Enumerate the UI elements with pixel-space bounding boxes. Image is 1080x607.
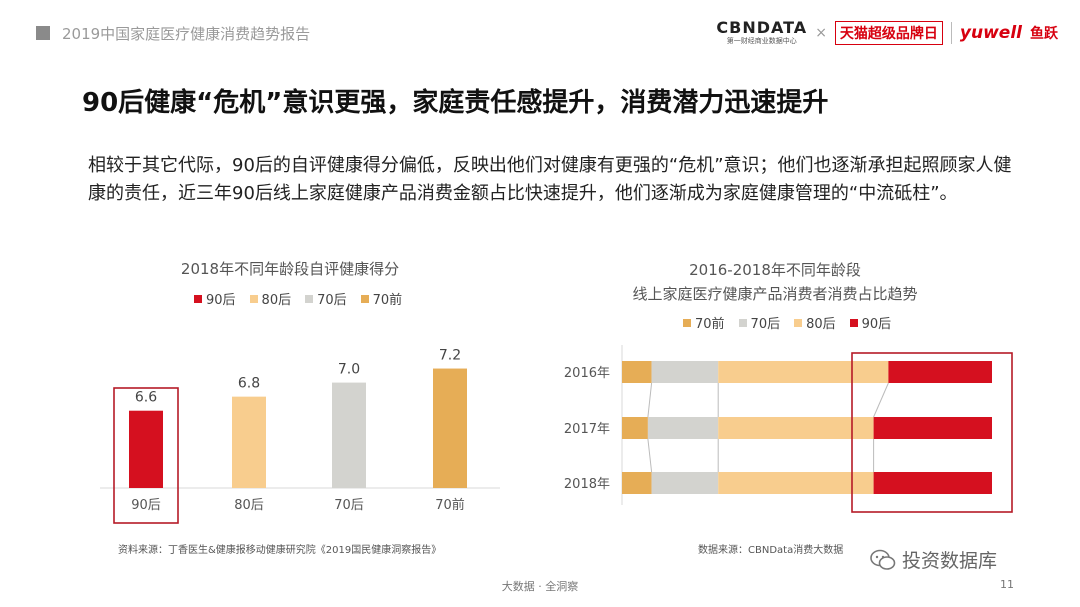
left-legend-label: 80后: [261, 293, 292, 308]
cbndata-logo-text: CBNDATA: [716, 18, 808, 37]
right-legend-swatch: [794, 318, 803, 327]
left-legend-swatch: [360, 294, 369, 303]
left-bar: [332, 382, 366, 488]
right-bar-segment: [718, 472, 874, 494]
right-bar-segment: [651, 472, 719, 494]
right-legend-item: 80后: [794, 313, 836, 332]
right-legend-item: 70后: [738, 313, 781, 332]
page-footer: 大数据 · 全洞察: [501, 580, 579, 593]
partner-logos: CBNDATA 第一财经商业数据中心 × 天猫超级品牌日 yuwell 鱼跃: [716, 18, 1058, 48]
right-chart-title-line1: 2016-2018年不同年龄段: [689, 261, 861, 279]
wechat-icon: [870, 549, 896, 570]
left-chart-legend: 90后 80后 70后 70前: [194, 289, 402, 308]
right-bar-segment: [622, 472, 652, 494]
right-bar-segment: [622, 361, 652, 383]
left-legend-item: 70前: [360, 289, 403, 308]
summary-text: 相较于其它代际，90后的自评健康得分偏低，反映出他们对健康有更强的“危机”意识；…: [88, 155, 1012, 204]
right-bar-segment: [718, 361, 889, 383]
right-chart-title-line2: 线上家庭医疗健康产品消费者消费占比趋势: [632, 285, 918, 303]
right-chart-legend: 70前 70后 80后 90后: [683, 313, 891, 332]
left-x-tick-label: 80后: [234, 498, 264, 513]
yuyue-logo: 鱼跃: [1030, 26, 1058, 42]
page-number: 11: [1000, 578, 1014, 591]
right-legend-item: 90后: [849, 313, 892, 332]
left-x-tick-label: 70前: [435, 497, 465, 513]
right-connector-line: [647, 438, 653, 473]
left-chart-title: 2018年不同年龄段自评健康得分: [180, 260, 400, 278]
right-legend-label: 90后: [861, 317, 892, 332]
left-legend-item: 90后: [194, 289, 236, 308]
right-legend-swatch: [738, 318, 747, 327]
left-bar: [129, 410, 163, 488]
left-legend-label: 90后: [206, 293, 236, 308]
right-legend-label: 80后: [806, 317, 836, 332]
left-x-tick-label: 90后: [131, 498, 161, 513]
left-legend-swatch: [194, 294, 202, 303]
right-y-tick-label: 2017年: [564, 422, 610, 437]
right-legend-label: 70前: [695, 317, 725, 332]
cbndata-logo: CBNDATA 第一财经商业数据中心: [716, 20, 807, 46]
left-highlight-box: [113, 387, 179, 524]
report-title: 2019中国家庭医疗健康消费趋势报告: [62, 25, 311, 43]
left-bar-value-label: 6.6: [135, 390, 157, 406]
left-legend-swatch: [305, 294, 314, 303]
left-legend-label: 70前: [372, 293, 403, 308]
left-bar-value-label: 6.8: [238, 376, 260, 392]
page-headline: 90后健康“危机”意识更强，家庭责任感提升，消费潜力迅速提升: [82, 88, 829, 118]
right-bar-segment: [888, 361, 992, 383]
left-bar: [232, 396, 266, 488]
left-chart-source: 资料来源：丁香医生&健康报移动健康研究院《2019国民健康洞察报告》: [118, 545, 442, 556]
right-bar-segment: [622, 417, 648, 439]
wechat-account-name: 投资数据库: [902, 550, 998, 572]
right-connector-line: [873, 382, 889, 418]
right-legend-label: 70后: [750, 317, 781, 332]
right-y-tick-label: 2018年: [564, 477, 610, 492]
right-chart-source: 数据来源：CBNData消费大数据: [698, 545, 844, 556]
left-legend-swatch: [249, 294, 258, 303]
left-x-tick-label: 70后: [334, 498, 364, 513]
left-bar: [433, 368, 467, 488]
yuwell-logo: yuwell: [959, 23, 1022, 43]
left-bar-value-label: 7.2: [439, 348, 461, 364]
right-legend-item: 70前: [683, 313, 725, 332]
left-legend-item: 80后: [249, 289, 292, 308]
logo-divider: [950, 22, 952, 44]
left-legend-item: 70后: [305, 289, 347, 308]
right-bar-segment: [651, 361, 719, 383]
right-bar-segment: [873, 417, 992, 439]
left-legend-label: 70后: [317, 293, 347, 308]
tmall-logo: 天猫超级品牌日: [834, 21, 943, 45]
right-bar-segment: [718, 417, 874, 439]
right-connector-line: [647, 382, 653, 418]
right-bar-segment: [873, 472, 992, 494]
right-highlight-box: [851, 352, 1013, 513]
wechat-watermark: 投资数据库: [870, 546, 997, 573]
cbndata-logo-subtext: 第一财经商业数据中心: [726, 37, 797, 45]
right-legend-swatch: [683, 318, 691, 327]
right-legend-swatch: [849, 318, 858, 327]
right-y-tick-label: 2016年: [564, 366, 610, 381]
logo-times-icon: ×: [815, 25, 827, 41]
left-bar-chart: 6.6 90后 6.8 80后 7.0 70后 7.2 70前: [100, 348, 500, 524]
header-marker: [36, 26, 50, 40]
right-stacked-bar-chart: 2016年 2017年 2018年: [564, 345, 1013, 513]
right-bar-segment: [647, 417, 719, 439]
left-bar-value-label: 7.0: [338, 362, 360, 378]
